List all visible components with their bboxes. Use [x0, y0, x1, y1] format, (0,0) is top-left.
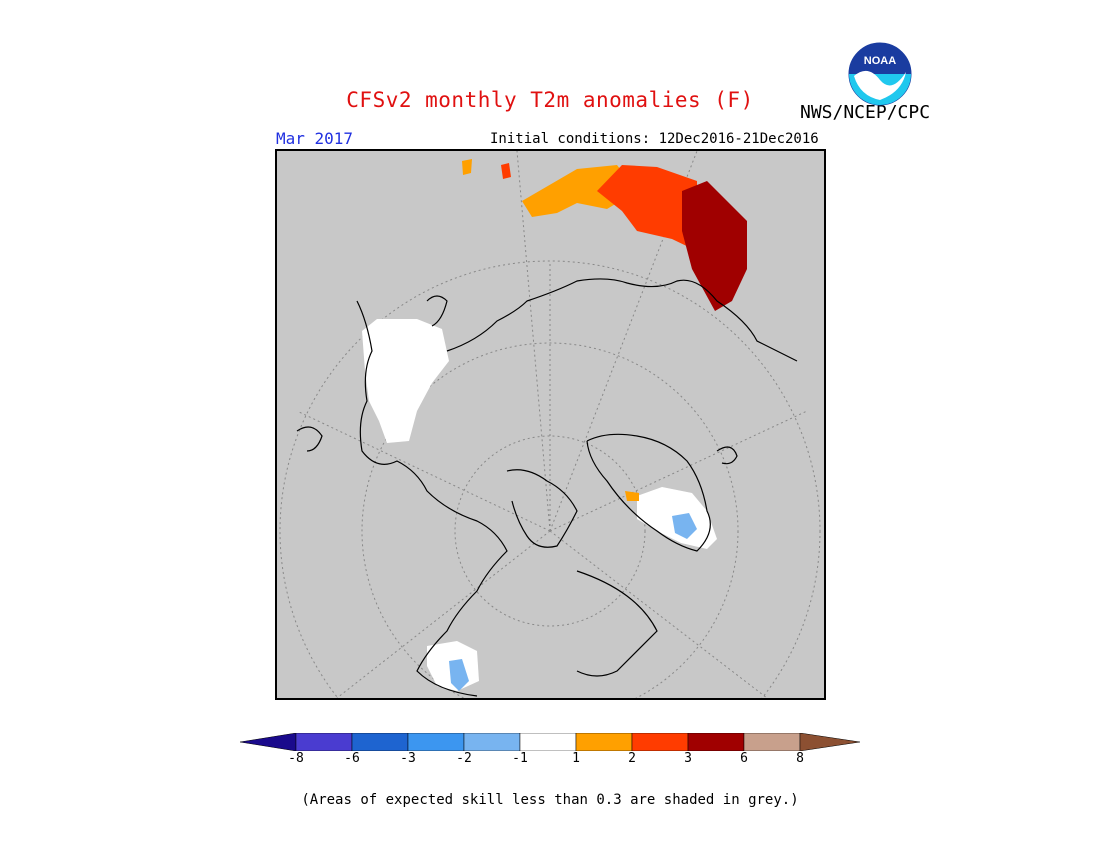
legend-tick: 2 — [628, 751, 636, 766]
legend-tick: 3 — [684, 751, 692, 766]
noaa-logo: NOAA — [848, 42, 912, 106]
initial-conditions-label: Initial conditions: 12Dec2016-21Dec2016 — [490, 131, 819, 147]
legend-bin-7 — [631, 733, 689, 751]
anomaly-red-patch-1 — [501, 163, 511, 179]
legend-tick: -3 — [400, 751, 416, 766]
legend-bin-1 — [295, 733, 353, 751]
legend-bin-6 — [575, 733, 633, 751]
coastlines — [296, 278, 798, 697]
valid-month-label: Mar 2017 — [276, 129, 354, 148]
legend-bin-8 — [687, 733, 745, 751]
legend-tick: -1 — [512, 751, 528, 766]
agency-label: NWS/NCEP/CPC — [800, 102, 931, 123]
anomaly-orange-patch-1 — [462, 159, 472, 175]
anomaly-orange-siberia — [522, 165, 637, 217]
legend-arrow-right — [799, 733, 861, 751]
skill-note: (Areas of expected skill less than 0.3 a… — [301, 792, 799, 808]
legend-bin-2 — [351, 733, 409, 751]
legend-bin-9 — [743, 733, 801, 751]
legend-tick: 8 — [796, 751, 804, 766]
legend-bin-5 — [519, 733, 577, 751]
legend-tick: -8 — [288, 751, 304, 766]
legend-bin-3 — [407, 733, 465, 751]
equator-circle — [279, 260, 821, 698]
anomaly-darkred-siberia — [682, 181, 747, 311]
latitude-circle-30 — [361, 342, 739, 698]
legend-bin-4 — [463, 733, 521, 751]
anomaly-red-siberia — [597, 165, 697, 251]
meridian-lines — [296, 151, 808, 698]
polar-map — [279, 151, 821, 698]
anomaly-blue-usa — [449, 659, 469, 691]
color-legend-bar — [240, 733, 861, 751]
legend-tick: -2 — [456, 751, 472, 766]
legend-tick: 6 — [740, 751, 748, 766]
anomaly-blue-greenland — [672, 513, 697, 539]
map-panel — [275, 149, 826, 700]
map-title: CFSv2 monthly T2m anomalies (F) — [346, 88, 754, 112]
anomaly-orange-greenland — [625, 491, 639, 501]
legend-arrow-left — [240, 733, 297, 751]
logo-text: NOAA — [864, 55, 896, 67]
legend-tick: 1 — [572, 751, 580, 766]
anomaly-white-europe — [362, 319, 449, 443]
legend-tick: -6 — [344, 751, 360, 766]
